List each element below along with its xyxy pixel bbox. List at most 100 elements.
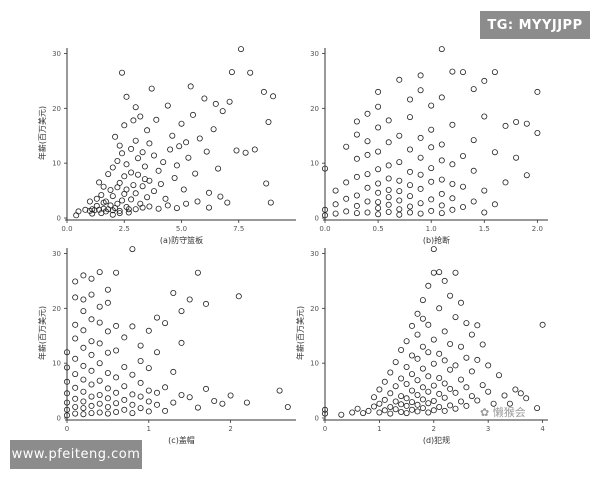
data-point	[187, 83, 194, 90]
data-point	[169, 132, 176, 139]
data-point	[219, 400, 226, 407]
x-tick-label: 3	[486, 425, 490, 433]
data-point	[116, 179, 123, 186]
data-point	[436, 350, 443, 357]
data-point	[392, 359, 399, 366]
data-point	[164, 202, 171, 209]
watermark-bottom-left: www.pfeiteng.com	[10, 440, 142, 469]
data-point	[419, 365, 426, 372]
data-point	[481, 187, 488, 194]
data-point	[121, 334, 128, 341]
data-point	[211, 397, 218, 404]
data-point	[430, 407, 437, 414]
y-tick-label: 0	[315, 415, 319, 423]
data-point	[468, 393, 475, 400]
data-point	[452, 269, 459, 276]
data-point	[438, 157, 445, 164]
data-point	[365, 407, 372, 414]
data-point	[417, 154, 424, 161]
data-point	[408, 352, 415, 359]
data-point	[457, 299, 464, 306]
data-point	[375, 103, 382, 110]
data-point	[72, 395, 79, 402]
data-point	[150, 152, 157, 159]
data-point	[130, 182, 137, 189]
data-point	[449, 68, 456, 75]
data-point	[215, 165, 222, 172]
data-point	[470, 198, 477, 205]
data-point	[178, 391, 185, 398]
data-point	[173, 205, 180, 212]
data-point	[260, 88, 267, 95]
data-point	[201, 95, 208, 102]
data-point	[452, 362, 459, 369]
data-point	[534, 129, 541, 136]
data-point	[276, 387, 283, 394]
data-point	[425, 282, 432, 289]
x-tick-label: 7.5	[233, 225, 244, 233]
data-point	[354, 405, 361, 412]
data-point	[517, 390, 524, 397]
data-point	[128, 169, 135, 176]
data-point	[153, 401, 160, 408]
data-point	[75, 208, 82, 215]
data-point	[162, 384, 169, 391]
y-tick-label: 10	[310, 360, 319, 368]
data-point	[430, 360, 437, 367]
data-point	[408, 399, 415, 406]
data-point	[479, 382, 486, 389]
data-point	[116, 207, 123, 214]
data-point	[170, 368, 177, 375]
data-point	[114, 157, 121, 164]
data-point	[263, 180, 270, 187]
data-point	[233, 147, 240, 154]
data-point	[449, 121, 456, 128]
data-point	[375, 211, 382, 218]
data-point	[243, 399, 250, 406]
data-point	[385, 208, 392, 215]
data-point	[129, 401, 136, 408]
data-point	[112, 133, 119, 140]
data-point	[398, 408, 405, 415]
data-point	[171, 174, 178, 181]
data-point	[104, 286, 111, 293]
data-point	[88, 275, 95, 282]
data-point	[227, 392, 234, 399]
data-point	[438, 202, 445, 209]
data-point	[251, 146, 258, 153]
data-point	[121, 363, 128, 370]
data-point	[387, 410, 394, 417]
data-point	[375, 166, 382, 173]
data-point	[321, 410, 328, 417]
data-point	[72, 335, 79, 342]
data-point	[186, 296, 193, 303]
data-point	[88, 367, 95, 374]
data-point	[438, 94, 445, 101]
data-point	[72, 278, 79, 285]
data-point	[385, 186, 392, 193]
data-point	[192, 170, 199, 177]
data-point	[119, 69, 126, 76]
data-point	[387, 390, 394, 397]
data-point	[353, 173, 360, 180]
data-point	[224, 199, 231, 206]
data-point	[170, 289, 177, 296]
data-point	[512, 386, 519, 393]
data-point	[408, 406, 415, 413]
data-point	[430, 397, 437, 404]
data-point	[506, 400, 513, 407]
data-point	[417, 200, 424, 207]
data-point	[375, 148, 382, 155]
data-point	[72, 371, 79, 378]
data-point	[430, 336, 437, 343]
panel-b: 0.0 0.5 1.0 1.5 2.0 0 10 20 30 (b)抢断	[310, 46, 548, 245]
data-point	[178, 339, 185, 346]
data-point	[485, 388, 492, 395]
data-point	[398, 375, 405, 382]
data-point	[470, 137, 477, 144]
data-point	[408, 371, 415, 378]
data-point	[121, 406, 128, 413]
data-point	[502, 179, 509, 186]
data-point	[417, 72, 424, 79]
data-point	[150, 188, 157, 195]
